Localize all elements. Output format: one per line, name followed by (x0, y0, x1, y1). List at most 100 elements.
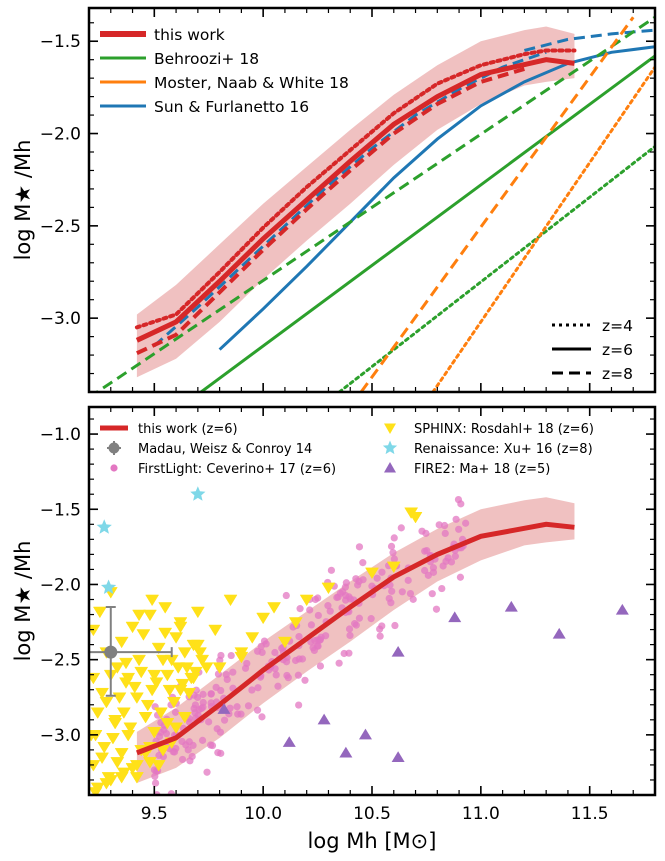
firstlight-point (367, 615, 375, 623)
bottom-legend-label: this work (z=6) (138, 422, 238, 437)
top-series-moster-naab-white-18-z4 (431, 65, 655, 392)
firstlight-point (151, 772, 159, 780)
firstlight-point (185, 738, 193, 746)
sphinx-point (166, 696, 181, 709)
firstlight-point (244, 702, 253, 710)
firstlight-point (193, 693, 202, 702)
sphinx-point (89, 730, 99, 742)
top-series-this-work-z6 (135, 57, 575, 343)
top-uncertainty-band (136, 26, 575, 378)
sphinx-point (299, 594, 314, 607)
sphinx-point (106, 733, 120, 745)
top-y-tick-label: −2.0 (40, 125, 81, 145)
firstlight-point (233, 703, 241, 711)
bottom-plot-area (89, 486, 629, 795)
bottom-y-tick-label: −2.5 (40, 651, 81, 671)
firstlight-point (274, 682, 282, 690)
firstlight-point (456, 573, 465, 581)
bottom-legend-swatch (384, 462, 396, 473)
sphinx-point (116, 707, 131, 719)
sphinx-point (173, 621, 188, 634)
sphinx-point (112, 692, 127, 704)
sphinx-point (89, 787, 103, 795)
firstlight-point (178, 755, 187, 764)
firstlight-point (359, 576, 367, 584)
bottom-legend-swatch (108, 442, 120, 454)
firstlight-point (404, 576, 412, 584)
firstlight-point (284, 674, 292, 682)
firstlight-point (327, 566, 336, 574)
firstlight-point (424, 571, 432, 579)
firstlight-point (388, 587, 396, 595)
firstlight-point (390, 555, 398, 563)
firstlight-point (359, 559, 367, 567)
bottom-legend: this work (z=6) Madau, Weisz & Conroy 14 F… (100, 422, 594, 477)
x-axis-title: log Mh [M⊙] (308, 829, 437, 853)
fire2-point (339, 746, 353, 758)
firstlight-point (159, 752, 167, 761)
top-y-axis-title: log M★ /Mh (11, 140, 35, 261)
sphinx-point (245, 632, 260, 644)
sphinx-point (145, 594, 160, 607)
bottom-y-tick-label: −2.0 (40, 575, 81, 595)
firstlight-point (421, 547, 429, 555)
madau14-point (104, 645, 118, 659)
sphinx-point (162, 684, 177, 697)
sphinx-point (129, 692, 144, 704)
firstlight-point (409, 595, 417, 603)
bottom-legend-label: FirstLight: Ceverino+ 17 (z=6) (138, 462, 336, 477)
sphinx-point (147, 727, 162, 739)
firstlight-point (346, 631, 354, 640)
renaissance-point (96, 519, 112, 534)
sphinx-point (92, 606, 107, 619)
firstlight-point (184, 746, 192, 754)
firstlight-point (316, 662, 325, 670)
fire2-point (391, 645, 405, 657)
firstlight-point (171, 708, 180, 716)
firstlight-point (440, 521, 449, 530)
firstlight-point (441, 529, 449, 537)
firstlight-point (333, 593, 341, 602)
firstlight-point (253, 647, 262, 655)
firstlight-point (226, 704, 234, 712)
firstlight-point (342, 596, 350, 604)
sphinx-point (149, 677, 164, 689)
sphinx-point (143, 609, 157, 622)
firstlight-point (339, 588, 347, 596)
firstlight-point (355, 543, 364, 551)
firstlight-point (376, 632, 384, 640)
top-y-tick-label: −1.5 (40, 32, 81, 52)
firstlight-point (208, 741, 217, 750)
firstlight-point (214, 748, 222, 757)
firstlight-point (222, 671, 230, 679)
bottom-y-tick-label: −1.5 (40, 500, 81, 520)
bottom-legend-label: FIRE2: Ma+ 18 (z=5) (414, 462, 550, 477)
sphinx-point (288, 617, 303, 629)
firstlight-point (351, 620, 359, 628)
firstlight-point (220, 716, 229, 724)
top-legend-label: this work (154, 26, 225, 44)
top-y-tick-label: −3.0 (40, 309, 81, 329)
top-legend: this work Behroozi+ 18 Moster, Naab & Whit… (100, 26, 349, 116)
bottom-legend-label: Renaissance: Xu+ 16 (z=8) (414, 442, 593, 457)
firstlight-point (311, 637, 319, 645)
sphinx-point (223, 594, 238, 607)
sphinx-point (408, 511, 423, 524)
firstlight-point (428, 590, 436, 598)
firstlight-point (213, 725, 221, 733)
top-style-label: z=6 (602, 341, 633, 359)
sphinx-point (136, 629, 151, 641)
firstlight-point (398, 588, 406, 596)
firstlight-point (272, 671, 280, 679)
top-legend-label: Behroozi+ 18 (154, 50, 259, 68)
top-legend-label: Sun & Furlanetto 16 (154, 98, 309, 116)
sphinx-point (129, 760, 144, 772)
firstlight-point (335, 659, 343, 667)
fire2-point (615, 603, 629, 615)
firstlight-point (432, 605, 441, 613)
sphinx-point (134, 666, 149, 679)
top-legend-label: Moster, Naab & White 18 (154, 74, 349, 92)
firstlight-point (296, 605, 304, 613)
sphinx-point (175, 678, 190, 691)
sphinx-point (365, 567, 379, 580)
